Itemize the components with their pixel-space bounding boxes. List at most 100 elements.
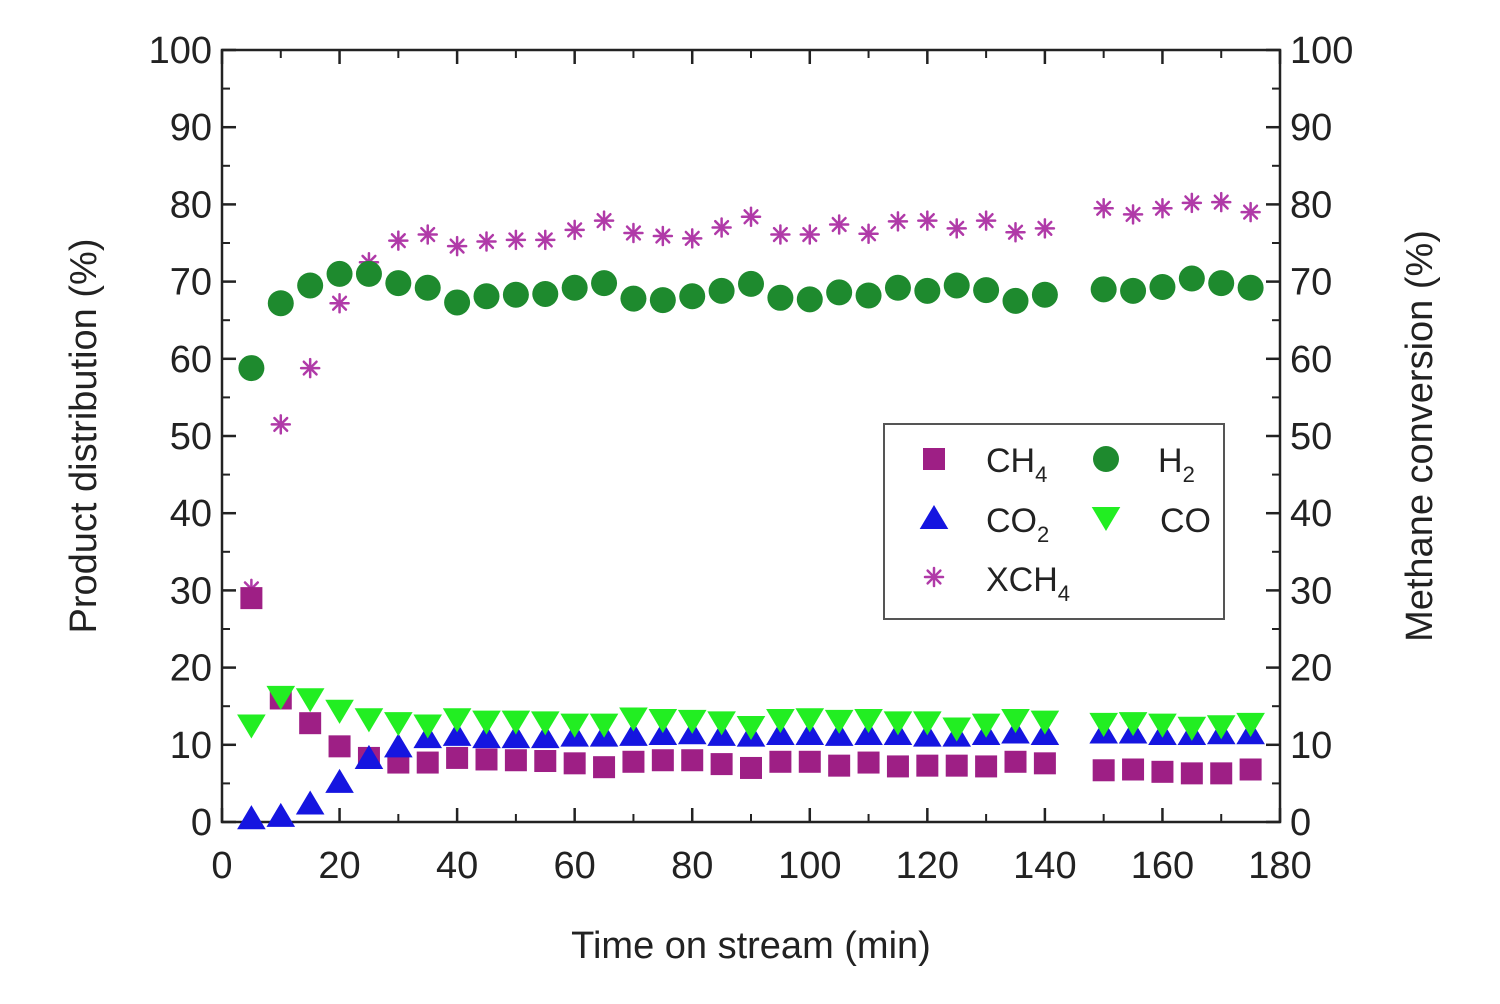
point-h2 [238, 355, 265, 382]
point-co2 [384, 733, 413, 758]
series-co [237, 685, 1265, 742]
point-co [442, 708, 472, 733]
point-xch4 [505, 229, 527, 251]
legend-label-co2: CO2 [986, 502, 1049, 547]
point-ch4 [1210, 762, 1233, 785]
point-co2 [295, 790, 325, 815]
point-co [413, 714, 443, 739]
legend-marker-ch4 [923, 448, 945, 470]
point-co [530, 711, 560, 736]
point-xch4 [270, 414, 292, 435]
point-co [883, 711, 913, 736]
point-co [1118, 712, 1148, 737]
point-h2 [855, 282, 882, 309]
series-xch4 [241, 191, 1261, 600]
x-tick-label: 100 [778, 845, 841, 887]
x-tick-label: 120 [896, 845, 959, 887]
point-h2 [1237, 274, 1264, 301]
point-h2 [561, 274, 588, 301]
point-co [971, 713, 1001, 738]
point-xch4 [740, 206, 762, 228]
point-xch4 [1152, 198, 1173, 219]
point-xch4 [1093, 198, 1114, 219]
y-left-tick-label: 30 [170, 570, 212, 612]
point-co [766, 709, 795, 734]
point-co [501, 710, 531, 735]
point-xch4 [975, 210, 997, 231]
legend-label-subscript: 4 [1058, 581, 1070, 606]
point-co [472, 710, 501, 735]
point-ch4 [475, 748, 498, 771]
point-co [736, 715, 766, 741]
point-ch4 [622, 750, 645, 773]
point-h2 [649, 287, 676, 314]
point-ch4 [651, 749, 674, 772]
point-ch4 [416, 751, 439, 774]
point-ch4 [1239, 758, 1262, 781]
point-xch4 [329, 292, 350, 314]
point-ch4 [446, 746, 469, 769]
point-co [824, 709, 854, 734]
point-co2 [795, 720, 825, 746]
y-left-tick-label: 0 [191, 802, 212, 844]
point-ch4 [945, 754, 968, 777]
y-right-tick-label: 60 [1290, 339, 1332, 381]
point-co [942, 717, 972, 742]
point-co [1177, 716, 1207, 741]
y-left-tick-label: 70 [170, 262, 212, 304]
point-h2 [943, 272, 970, 299]
point-co [648, 709, 678, 734]
x-tick-label: 180 [1248, 845, 1311, 887]
point-xch4 [1181, 192, 1203, 214]
point-xch4 [564, 219, 585, 241]
y-left-tick-label: 50 [170, 416, 212, 458]
point-co [707, 711, 736, 736]
y-left-tick-label: 90 [170, 107, 212, 149]
point-co [795, 708, 825, 733]
legend-label-xch4: XCH4 [986, 561, 1070, 606]
x-tick-label: 40 [436, 845, 478, 887]
point-h2 [738, 270, 764, 297]
legend-label-h2: H2 [1158, 442, 1195, 487]
point-ch4 [916, 754, 939, 777]
point-xch4 [858, 223, 879, 244]
point-co2 [325, 768, 354, 793]
legend-label-base: CH [986, 442, 1035, 480]
point-ch4 [975, 755, 998, 778]
point-ch4 [1033, 752, 1056, 775]
y-right-tick-label: 0 [1290, 802, 1311, 844]
point-ch4 [563, 752, 586, 775]
y-right-tick-label: 90 [1290, 107, 1332, 149]
point-h2 [1031, 281, 1058, 308]
point-co [1236, 712, 1265, 737]
point-co2 [619, 721, 648, 746]
point-h2 [1120, 277, 1147, 304]
point-xch4 [770, 224, 791, 245]
x-tick-label: 0 [211, 845, 232, 887]
point-h2 [1002, 287, 1029, 314]
point-co [913, 711, 942, 736]
point-h2 [679, 283, 706, 310]
point-xch4 [535, 229, 556, 251]
point-xch4 [388, 230, 409, 251]
series-h2 [238, 260, 1264, 382]
y-right-tick-label: 70 [1290, 262, 1332, 304]
y-left-tick-label: 60 [170, 339, 212, 381]
point-co2 [501, 724, 531, 749]
point-co [266, 685, 296, 710]
point-h2 [444, 289, 471, 316]
point-ch4 [328, 735, 351, 758]
legend-label-base: XCH [986, 561, 1058, 599]
point-xch4 [828, 214, 850, 235]
point-h2 [532, 280, 559, 307]
point-co [1206, 715, 1236, 740]
point-xch4 [299, 357, 321, 379]
point-xch4 [946, 218, 967, 239]
point-xch4 [887, 211, 909, 232]
point-ch4 [504, 749, 527, 772]
legend-marker-xch4 [923, 566, 945, 588]
point-xch4 [1122, 204, 1144, 225]
point-co2 [530, 724, 560, 749]
point-co [295, 688, 325, 713]
point-h2 [267, 290, 294, 317]
